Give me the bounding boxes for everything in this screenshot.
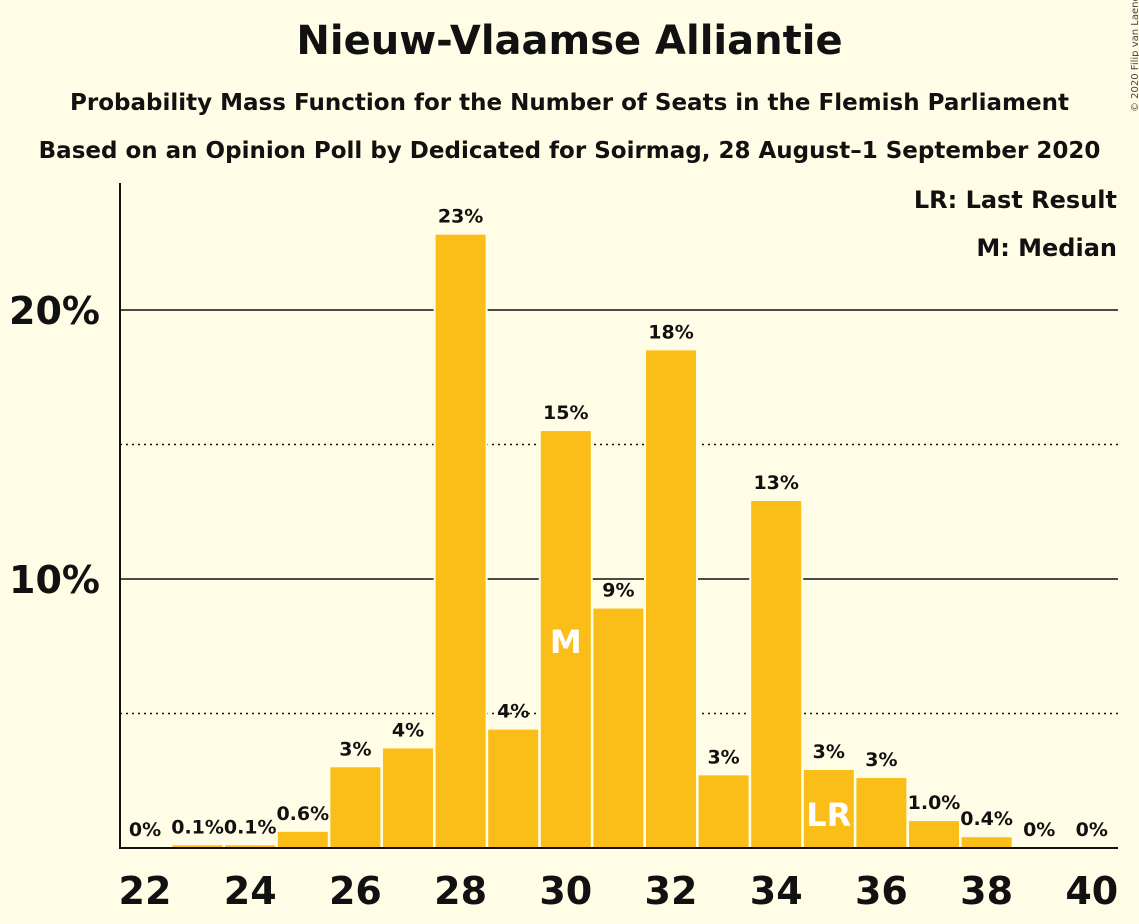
bar: [856, 778, 907, 848]
y-tick-label: 10%: [9, 558, 100, 602]
data-label: 0.6%: [276, 803, 329, 825]
bar: [172, 845, 223, 848]
bar: [277, 831, 328, 848]
x-tick-label: 24: [224, 869, 277, 913]
x-tick-label: 38: [960, 869, 1013, 913]
data-label: 0%: [1076, 819, 1108, 841]
x-tick-label: 32: [645, 869, 698, 913]
bar: [225, 845, 276, 848]
bar: [488, 729, 539, 848]
bar: [330, 767, 381, 848]
bar: [383, 748, 433, 848]
legend-median: M: Median: [976, 234, 1117, 262]
chart-subtitle: Probability Mass Function for the Number…: [70, 90, 1069, 116]
x-tick-label: 30: [539, 869, 592, 913]
data-label: 0.1%: [171, 816, 224, 838]
data-label: 4%: [497, 701, 529, 723]
data-label: 0%: [1023, 819, 1055, 841]
data-label: 23%: [438, 206, 483, 228]
data-label: 4%: [392, 719, 424, 741]
data-label: 9%: [602, 580, 634, 602]
median-marker: M: [550, 623, 582, 661]
x-tick-label: 22: [119, 869, 172, 913]
bar: [646, 350, 696, 848]
bar: [961, 837, 1012, 848]
data-label: 3%: [339, 738, 371, 760]
bar: [540, 431, 591, 848]
x-tick-label: 36: [855, 869, 908, 913]
legend-last-result: LR: Last Result: [913, 186, 1117, 214]
bar: [593, 608, 644, 848]
chart-source: Based on an Opinion Poll by Dedicated fo…: [38, 138, 1101, 164]
data-label: 3%: [707, 746, 739, 768]
data-label: 1.0%: [908, 792, 961, 814]
bar: [435, 234, 486, 848]
x-tick-label: 34: [750, 869, 803, 913]
data-label: 0%: [129, 819, 161, 841]
data-label: 15%: [543, 402, 588, 424]
y-tick-label: 20%: [9, 289, 100, 333]
bar: [751, 500, 802, 848]
data-label: 3%: [865, 749, 897, 771]
data-label: 18%: [648, 321, 693, 343]
data-label: 0.1%: [224, 816, 277, 838]
x-tick-label: 40: [1065, 869, 1118, 913]
x-tick-label: 28: [434, 869, 487, 913]
last-result-marker: LR: [806, 796, 851, 834]
chart-title: Nieuw-Vlaamse Alliantie: [296, 18, 843, 64]
data-label: 0.4%: [960, 808, 1013, 830]
bar: [803, 769, 854, 848]
data-label: 13%: [753, 472, 798, 494]
data-label: 3%: [813, 741, 845, 763]
bar: [909, 821, 959, 848]
bar: [698, 775, 749, 848]
x-tick-label: 26: [329, 869, 382, 913]
